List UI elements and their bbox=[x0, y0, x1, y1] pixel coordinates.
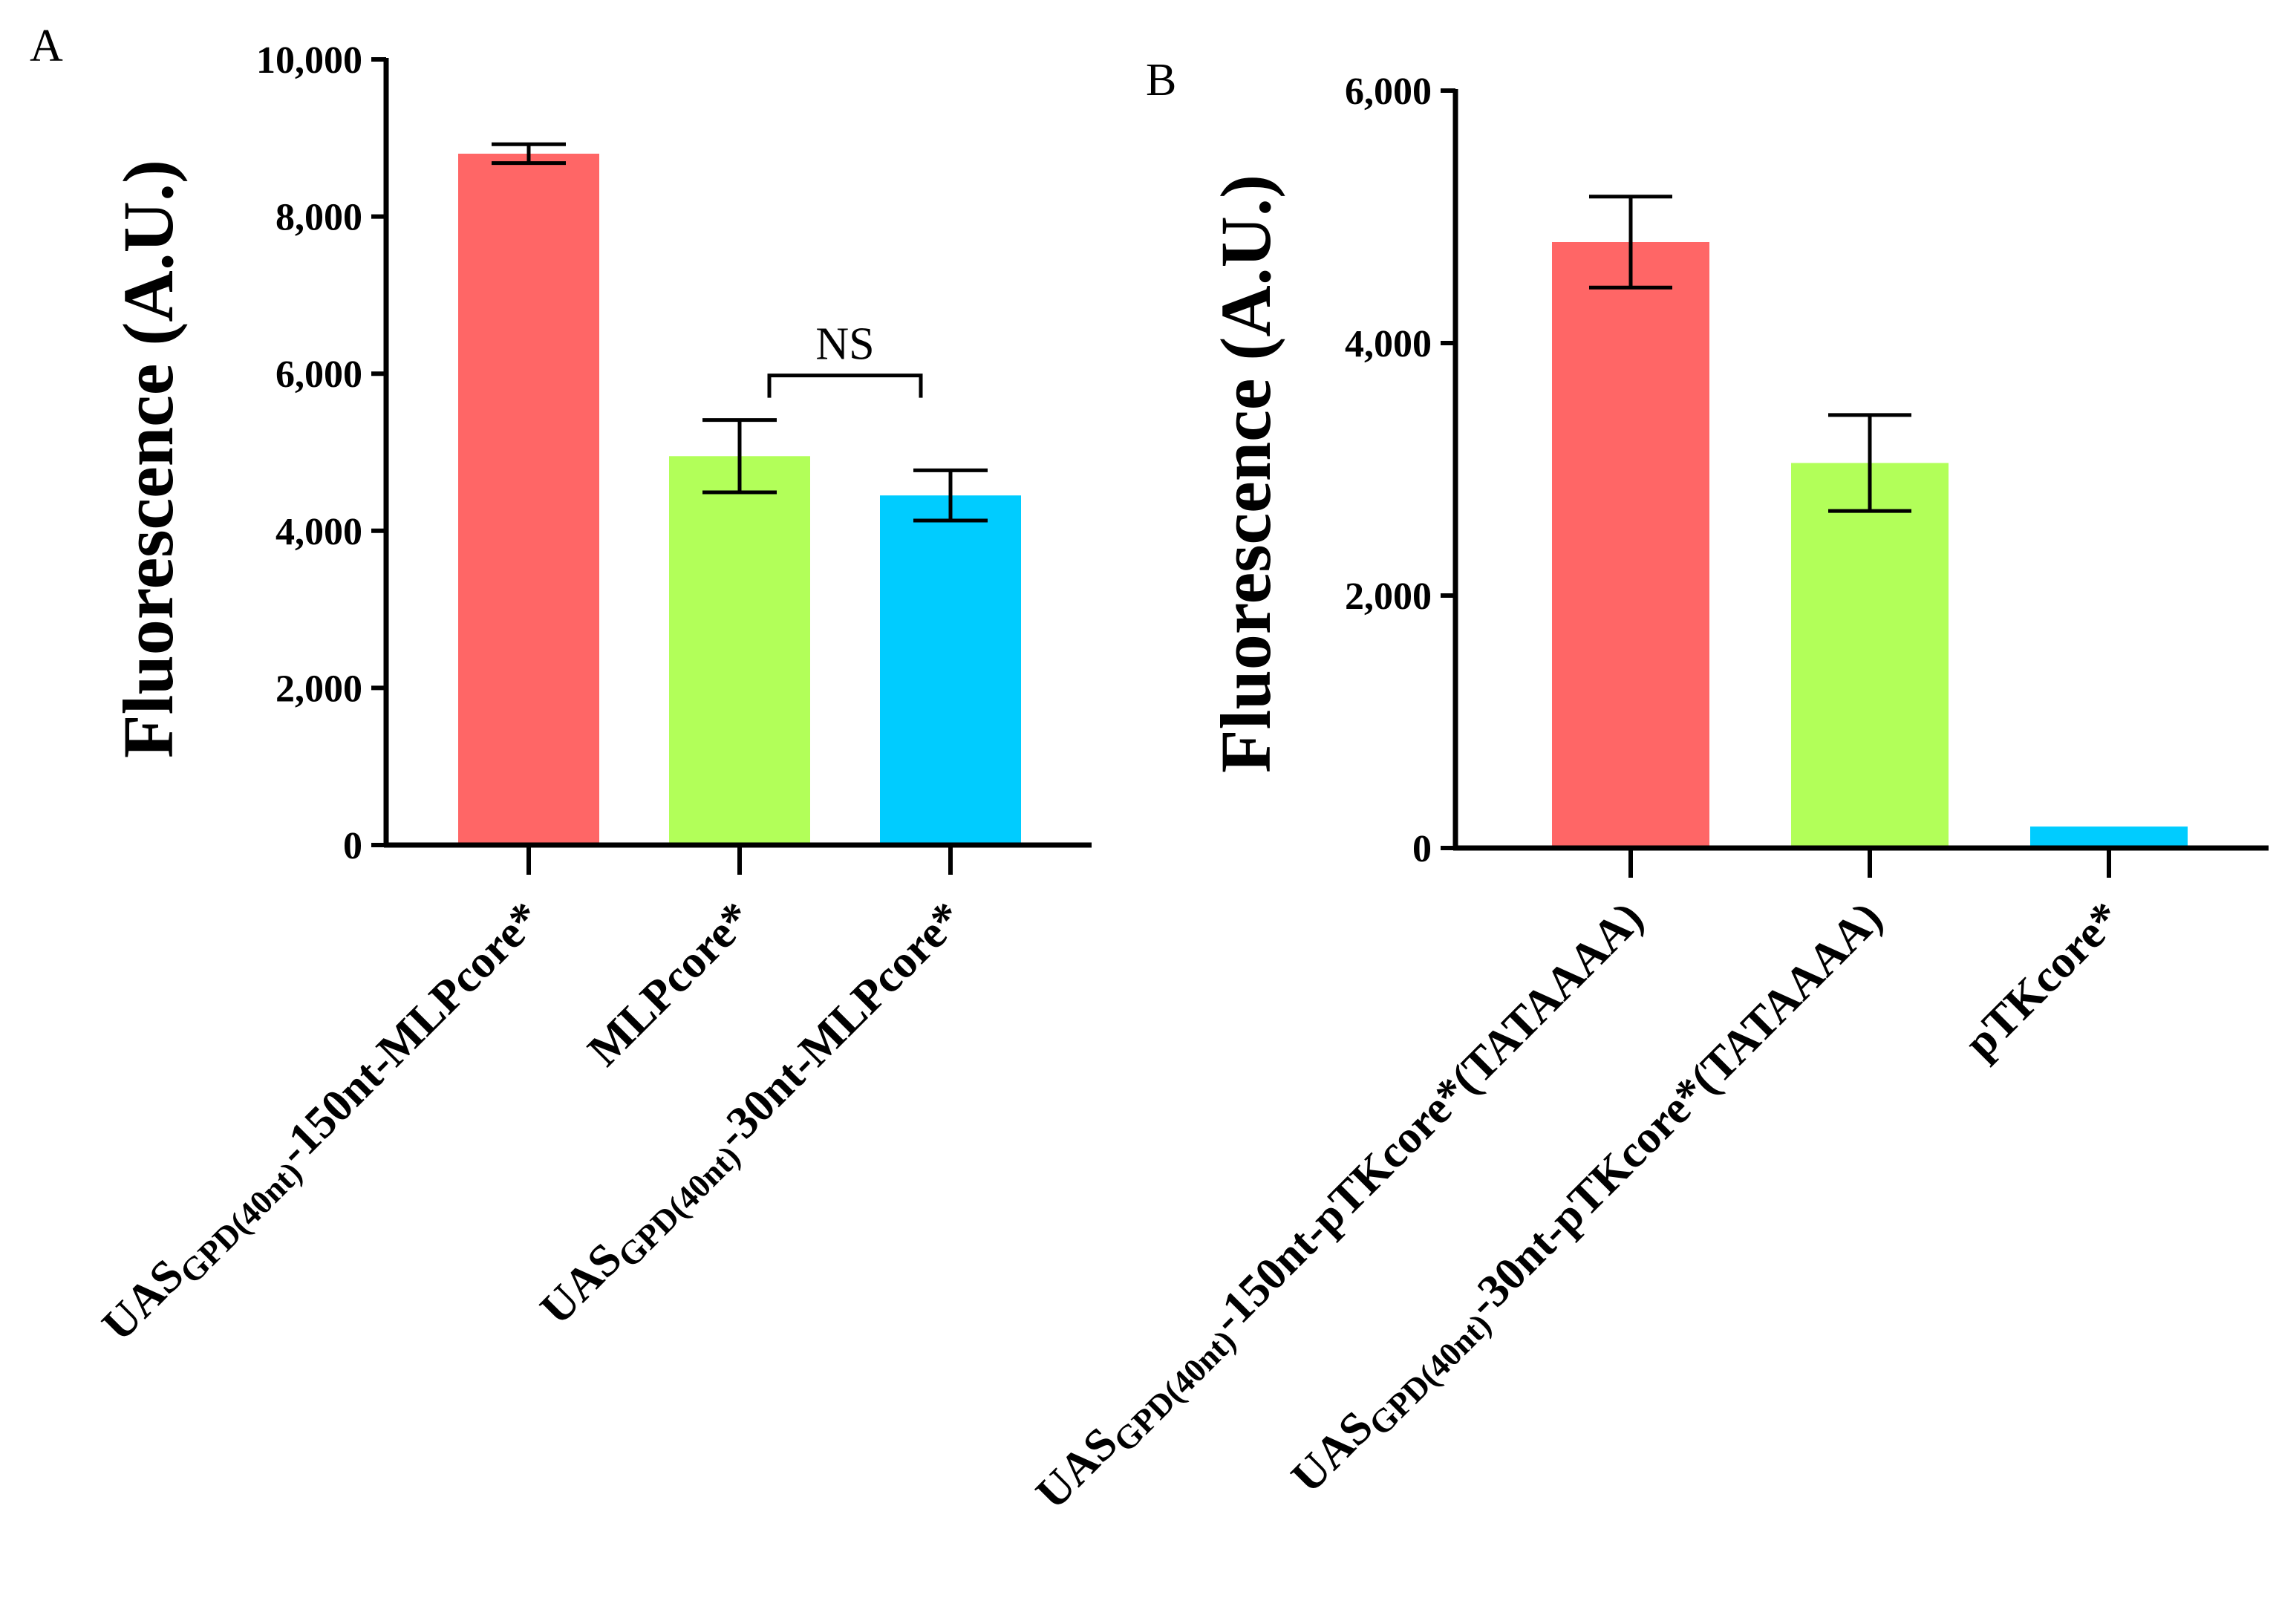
panel-a-bar-2 bbox=[669, 456, 810, 845]
panel-a-category-label-1: UASGPD(40nt)-150nt-MLPcore* bbox=[93, 893, 556, 1356]
panel-a-plot-area: 0 2,000 4,000 6,000 8,000 10,000 UASGPD(40nt)-… bbox=[93, 39, 1092, 1356]
panel-a-category-label-2-main: MLPcore* bbox=[578, 893, 762, 1076]
panel-b-bar-1 bbox=[1552, 242, 1709, 848]
panel-b-category-label-3-main: pTKcore* bbox=[1955, 893, 2131, 1069]
panel-b-category-label-1-subscript: GPD(40nt) bbox=[1106, 1323, 1243, 1459]
panel-b-y-tick-label-1: 2,000 bbox=[1345, 575, 1432, 618]
panel-a-significance-bracket-1-line bbox=[767, 374, 923, 398]
panel-a: A Fluorescence (A.U.) 0 2,000 4,000 6,000 8,… bbox=[30, 21, 1092, 1356]
panel-a-y-tick-label-5: 10,000 bbox=[256, 39, 362, 82]
panel-a-bar-3 bbox=[880, 495, 1021, 845]
panel-a-y-tick-label-1: 2,000 bbox=[275, 668, 362, 710]
panel-a-category-label-3-subscript: GPD(40nt) bbox=[610, 1138, 747, 1274]
panel-a-y-axis-label: Fluorescence (A.U.) bbox=[108, 160, 188, 758]
panel-a-significance-bracket-1: NS bbox=[767, 319, 923, 398]
panel-a-bar-1 bbox=[458, 153, 599, 845]
panel-b-y-tick-label-3: 6,000 bbox=[1345, 71, 1432, 113]
panel-a-y-tick-label-0: 0 bbox=[343, 825, 362, 867]
panel-a-category-label-2: MLPcore* bbox=[578, 893, 762, 1076]
panel-b-bar-3 bbox=[2030, 826, 2188, 848]
panel-b-y-tick-label-0: 0 bbox=[1412, 828, 1432, 870]
panel-b: B Fluorescence (A.U.) 02,0004,0006,000UA… bbox=[1026, 55, 2269, 1519]
panel-a-category-label-1-subscript: GPD(40nt) bbox=[172, 1154, 309, 1291]
panel-a-label: A bbox=[30, 21, 63, 71]
panel-b-category-label-1-suffix: -150nt-pTKcore*(TATAAAA) bbox=[1202, 893, 1653, 1343]
panel-b-category-label-3: pTKcore* bbox=[1955, 893, 2131, 1069]
panel-a-category-label-3: UASGPD(40nt)-30nt-MLPcore* bbox=[531, 893, 978, 1340]
panel-a-category-label-1-suffix: -150nt-MLPcore* bbox=[268, 893, 551, 1175]
panel-a-error-bar-2 bbox=[702, 418, 777, 495]
panel-b-y-tick-label-2: 4,000 bbox=[1345, 323, 1432, 365]
panel-a-y-tick-label-2: 4,000 bbox=[275, 511, 362, 553]
panel-a-y-tick-label-4: 8,000 bbox=[275, 197, 362, 239]
panel-a-y-tick-label-3: 6,000 bbox=[275, 353, 362, 396]
panel-a-error-bar-3 bbox=[913, 468, 988, 523]
panel-b-error-bar-2 bbox=[1828, 413, 1911, 513]
panel-b-category-label-2-subscript: GPD(40nt) bbox=[1362, 1306, 1499, 1443]
panel-b-y-axis-label: Fluorescence (A.U.) bbox=[1206, 175, 1285, 773]
panel-b-label: B bbox=[1146, 55, 1176, 105]
panel-a-significance-label-1: NS bbox=[815, 319, 874, 370]
panel-b-bar-2 bbox=[1791, 463, 1949, 848]
panel-b-error-bar-1 bbox=[1589, 195, 1672, 290]
panel-b-category-label-2-suffix: -30nt-pTKcore*(TATAAAA) bbox=[1457, 893, 1891, 1327]
panel-a-error-bar-1 bbox=[492, 142, 566, 166]
